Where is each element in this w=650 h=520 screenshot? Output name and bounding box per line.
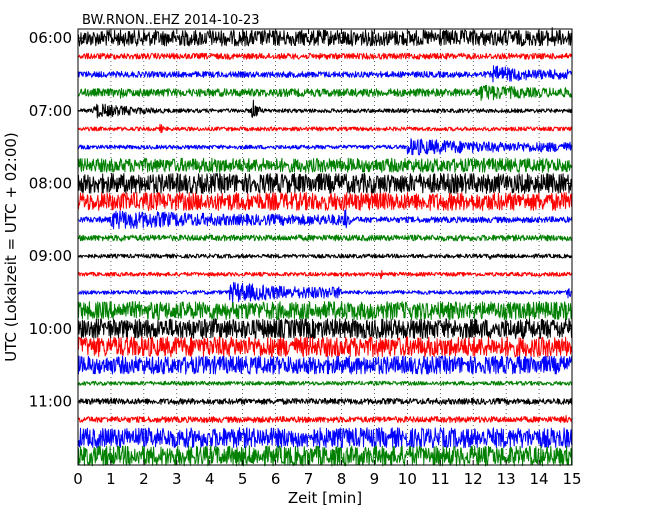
x-tick-label: 1 [106, 470, 116, 488]
trace-0700 [77, 99, 573, 119]
x-tick-label: 6 [271, 470, 281, 488]
trace-0630 [77, 65, 573, 83]
trace-1030 [77, 355, 573, 375]
trace-0615 [77, 52, 573, 60]
vertical-grid [110, 29, 540, 465]
x-axis-label: Zeit [min] [288, 489, 362, 507]
trace-1130 [77, 427, 573, 449]
trace-0745 [77, 157, 573, 173]
y-axis-label: UTC (Lokalzeit = UTC + 02:00) [2, 132, 20, 362]
trace-0945 [77, 301, 573, 321]
x-tick-label: 8 [337, 470, 347, 488]
x-tick-label: 13 [497, 470, 516, 488]
x-axis-ticks: 0 1 2 3 4 5 6 7 8 9 10 11 12 13 14 15 [73, 29, 582, 488]
trace-0845 [77, 234, 573, 242]
x-tick-label: 0 [73, 470, 83, 488]
x-tick-label: 11 [431, 470, 450, 488]
trace-0900 [77, 253, 573, 260]
y-tick-label: 07:00 [29, 102, 72, 120]
y-tick-label: 08:00 [29, 174, 72, 192]
trace-1115 [77, 415, 573, 424]
trace-0800 [77, 172, 573, 194]
trace-0730 [77, 138, 573, 156]
y-axis-ticks: 06:00 07:00 08:00 09:00 10:00 11:00 [29, 29, 572, 410]
trace-0600 [77, 27, 573, 47]
trace-1145 [77, 445, 573, 467]
x-tick-label: 2 [139, 470, 149, 488]
trace-0930 [77, 281, 573, 304]
seismic-traces [77, 27, 573, 467]
trace-0715 [77, 123, 573, 134]
chart-title: BW.RNON..EHZ 2014-10-23 [82, 13, 260, 28]
trace-1045 [77, 380, 573, 386]
x-tick-label: 4 [205, 470, 215, 488]
y-tick-label: 09:00 [29, 247, 72, 265]
plot-frame [77, 28, 573, 466]
trace-0830 [77, 209, 573, 230]
x-tick-label: 7 [304, 470, 314, 488]
x-tick-label: 3 [172, 470, 182, 488]
trace-0815 [77, 192, 573, 212]
x-tick-label: 14 [530, 470, 549, 488]
x-tick-label: 10 [398, 470, 417, 488]
trace-0915 [77, 270, 573, 280]
y-tick-label: 06:00 [29, 29, 72, 47]
y-tick-label: 11:00 [29, 392, 72, 410]
x-tick-label: 15 [562, 470, 581, 488]
trace-0645 [77, 84, 573, 101]
trace-1015 [77, 336, 573, 358]
x-tick-label: 9 [370, 470, 380, 488]
trace-1100 [77, 397, 573, 405]
y-tick-label: 10:00 [29, 320, 72, 338]
x-tick-label: 12 [464, 470, 483, 488]
x-tick-label: 5 [238, 470, 248, 488]
trace-1000 [77, 318, 573, 340]
